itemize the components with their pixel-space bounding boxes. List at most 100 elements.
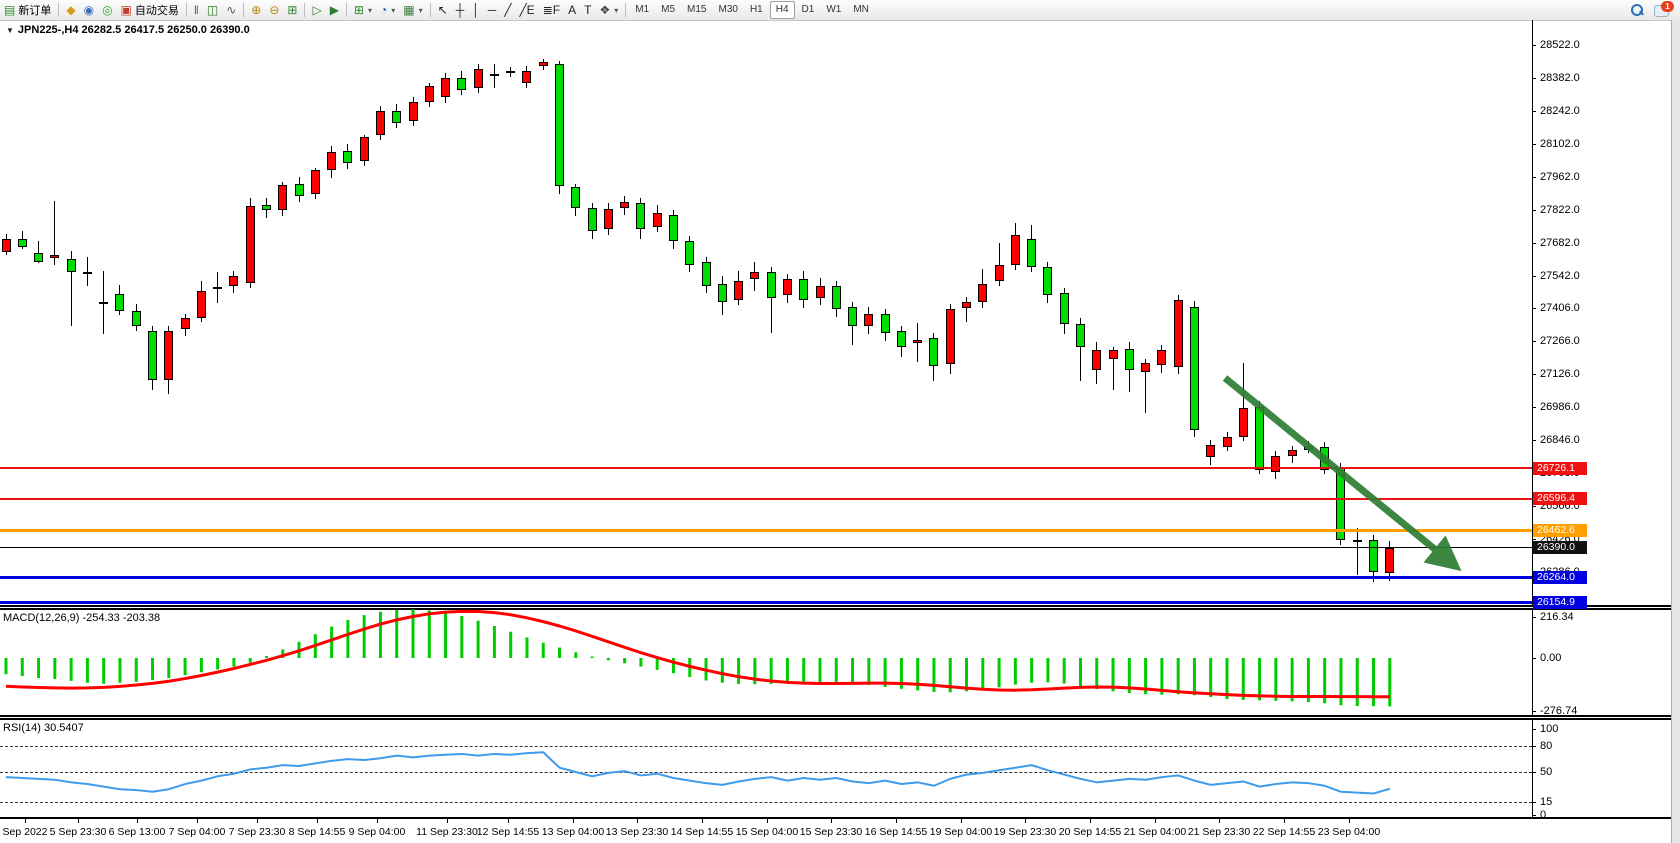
text-label-icon[interactable]: T <box>580 1 595 19</box>
time-axis-label[interactable]: 19 Sep 23:30 <box>993 826 1057 838</box>
horizontal-level-line[interactable] <box>0 528 1532 532</box>
candle-body-down <box>1124 349 1134 371</box>
time-axis-label[interactable]: 5 Sep 23:30 <box>49 826 107 838</box>
price-line-badge: 26154.9 <box>1533 596 1587 610</box>
market-watch-icon[interactable]: ◆ <box>62 1 79 19</box>
time-axis-label[interactable]: 8 Sep 14:55 <box>288 826 346 838</box>
timeframe-button-mn[interactable]: MN <box>853 4 869 15</box>
candle-body-up <box>1108 350 1118 359</box>
cursor-icon[interactable]: ↖ <box>434 1 452 19</box>
pane-separator-macd[interactable] <box>0 605 1671 610</box>
horizontal-level-line[interactable] <box>0 497 1532 500</box>
candle-body-up <box>1352 540 1362 543</box>
time-axis-label[interactable]: 20 Sep 14:55 <box>1058 826 1122 838</box>
candlestick-chart-icon[interactable]: ◫ <box>203 1 222 19</box>
pane-separator-rsi[interactable] <box>0 715 1671 720</box>
navigator-icon-icon: ◉ <box>83 3 95 17</box>
toolbar-separator <box>243 3 245 17</box>
horizontal-level-line[interactable] <box>0 467 1532 470</box>
horizontal-level-line[interactable] <box>0 601 1532 605</box>
timeframe-button-m5[interactable]: M5 <box>661 4 676 15</box>
time-axis-tick <box>767 819 768 823</box>
window-scrollbar[interactable] <box>1671 20 1680 843</box>
time-axis-label[interactable]: 12 Sep 14:55 <box>476 826 540 838</box>
signals-icon[interactable]: ◎ <box>98 1 116 19</box>
chat-icon[interactable]: 1 <box>1654 1 1674 17</box>
timeframe-button-d1[interactable]: D1 <box>801 4 815 15</box>
chart-shift-icon[interactable]: ▶ <box>326 1 343 19</box>
period-icon: ◔ <box>380 3 388 17</box>
trendline-icon[interactable]: ╱ <box>500 1 515 19</box>
crosshair-icon[interactable]: ┼ <box>452 1 469 19</box>
equidistant-channel-icon-icon: ╱E <box>519 3 535 17</box>
timeframe-button-m30[interactable]: M30 <box>718 4 738 15</box>
horizontal-line-icon[interactable]: ─ <box>484 1 501 19</box>
auto-scroll-icon[interactable]: ▷ <box>308 1 325 19</box>
timeframe-button-h4[interactable]: H4 <box>769 1 795 19</box>
candle-body-down <box>1043 267 1053 296</box>
rsi-indicator-label: RSI(14) 30.5407 <box>3 722 84 734</box>
new-chart-dropdown[interactable]: ⊞ ▾ <box>350 1 376 19</box>
navigator-icon[interactable]: ◉ <box>80 1 98 19</box>
chart-title[interactable]: ▼ JPN225-,H4 26282.5 26417.5 26250.0 2639… <box>6 24 250 36</box>
time-axis-label[interactable]: 23 Sep 04:00 <box>1317 826 1381 838</box>
candle-body-up <box>50 255 60 258</box>
time-axis-label[interactable]: 13 Sep 23:30 <box>605 826 669 838</box>
horizontal-level-line[interactable] <box>0 547 1532 549</box>
timeframe-button-h1[interactable]: H1 <box>749 4 763 15</box>
time-axis-label[interactable]: 7 Sep 04:00 <box>168 826 226 838</box>
search-icon[interactable] <box>1630 3 1644 17</box>
candle-body-up <box>245 205 255 284</box>
candle-body-up <box>1173 300 1183 367</box>
candle-body-down <box>1027 238 1037 268</box>
horizontal-level-line[interactable] <box>0 575 1532 579</box>
zoom-in-icon[interactable]: ⊕ <box>247 1 265 19</box>
time-axis-label[interactable]: 6 Sep 13:00 <box>108 826 166 838</box>
price-tick-label: 27962.0 <box>1540 171 1580 183</box>
autotrading-button[interactable]: ▣ 自动交易 <box>117 1 183 19</box>
timeframe-button-w1[interactable]: W1 <box>826 4 842 15</box>
time-axis-label[interactable]: 9 Sep 04:00 <box>348 826 406 838</box>
main-toolbar: ▤ 新订单 ◆ ◉ ◎ ▣ 自动交易 ‖ ◫ ∿ ⊕ ⊖ ⊞ ▷ ▶ ⊞ ▾ ◔ ▾ ▦ ▾ ↖ ┼ │ ─ ╱ ╱E ≣F A T ❖ ▾ M… <box>0 0 1680 21</box>
zoom-out-icon[interactable]: ⊖ <box>265 1 283 19</box>
bar-chart-icon[interactable]: ‖ <box>190 1 203 19</box>
timeframe-button-m1[interactable]: M1 <box>635 4 650 15</box>
period-dropdown[interactable]: ◔ ▾ <box>376 1 399 19</box>
candle-body-up <box>359 137 369 161</box>
time-axis-tick <box>257 819 258 823</box>
time-axis-label[interactable]: 19 Sep 04:00 <box>929 826 993 838</box>
time-axis-label[interactable]: 16 Sep 14:55 <box>864 826 928 838</box>
time-axis-label[interactable]: 11 Sep 23:30 <box>416 826 478 838</box>
market-watch-icon-icon: ◆ <box>66 3 76 17</box>
candle-body-down <box>34 252 44 262</box>
candle-body-down <box>489 73 499 77</box>
price-tick <box>1532 210 1536 211</box>
time-axis-label[interactable]: 21 Sep 23:30 <box>1187 826 1251 838</box>
arrows-dropdown[interactable]: ❖ ▾ <box>595 1 622 19</box>
time-axis-tick <box>573 819 574 823</box>
time-axis-label[interactable]: 22 Sep 14:55 <box>1252 826 1316 838</box>
new-order-button[interactable]: ▤ 新订单 <box>0 1 55 19</box>
auto-scroll-icon-icon: ▷ <box>312 3 322 17</box>
equidistant-channel-icon[interactable]: ╱E <box>515 1 538 19</box>
template-dropdown[interactable]: ▦ ▾ <box>399 1 426 19</box>
vertical-line-icon[interactable]: │ <box>468 1 484 19</box>
text-icon[interactable]: A <box>564 1 580 19</box>
line-chart-icon[interactable]: ∿ <box>222 1 240 19</box>
timeframe-button-m15[interactable]: M15 <box>687 4 707 15</box>
time-axis-label[interactable]: 21 Sep 04:00 <box>1123 826 1187 838</box>
candle-body-up <box>652 212 662 227</box>
fibonacci-icon[interactable]: ≣F <box>539 1 564 19</box>
time-axis-label[interactable]: 13 Sep 04:00 <box>541 826 605 838</box>
time-axis-label[interactable]: Sep 2022 <box>2 826 48 838</box>
time-axis-tick <box>1090 819 1091 823</box>
tile-windows-icon[interactable]: ⊞ <box>283 1 301 19</box>
time-axis-label[interactable]: 15 Sep 04:00 <box>735 826 799 838</box>
time-axis-label[interactable]: 7 Sep 23:30 <box>228 826 286 838</box>
candle-body-up <box>196 290 206 319</box>
chevron-down-icon: ▾ <box>367 5 372 15</box>
time-axis-label[interactable]: 14 Sep 14:55 <box>670 826 734 838</box>
new-order-icon: ▤ <box>4 3 16 17</box>
time-axis-label[interactable]: 15 Sep 23:30 <box>799 826 863 838</box>
candle-body-up <box>782 278 792 296</box>
